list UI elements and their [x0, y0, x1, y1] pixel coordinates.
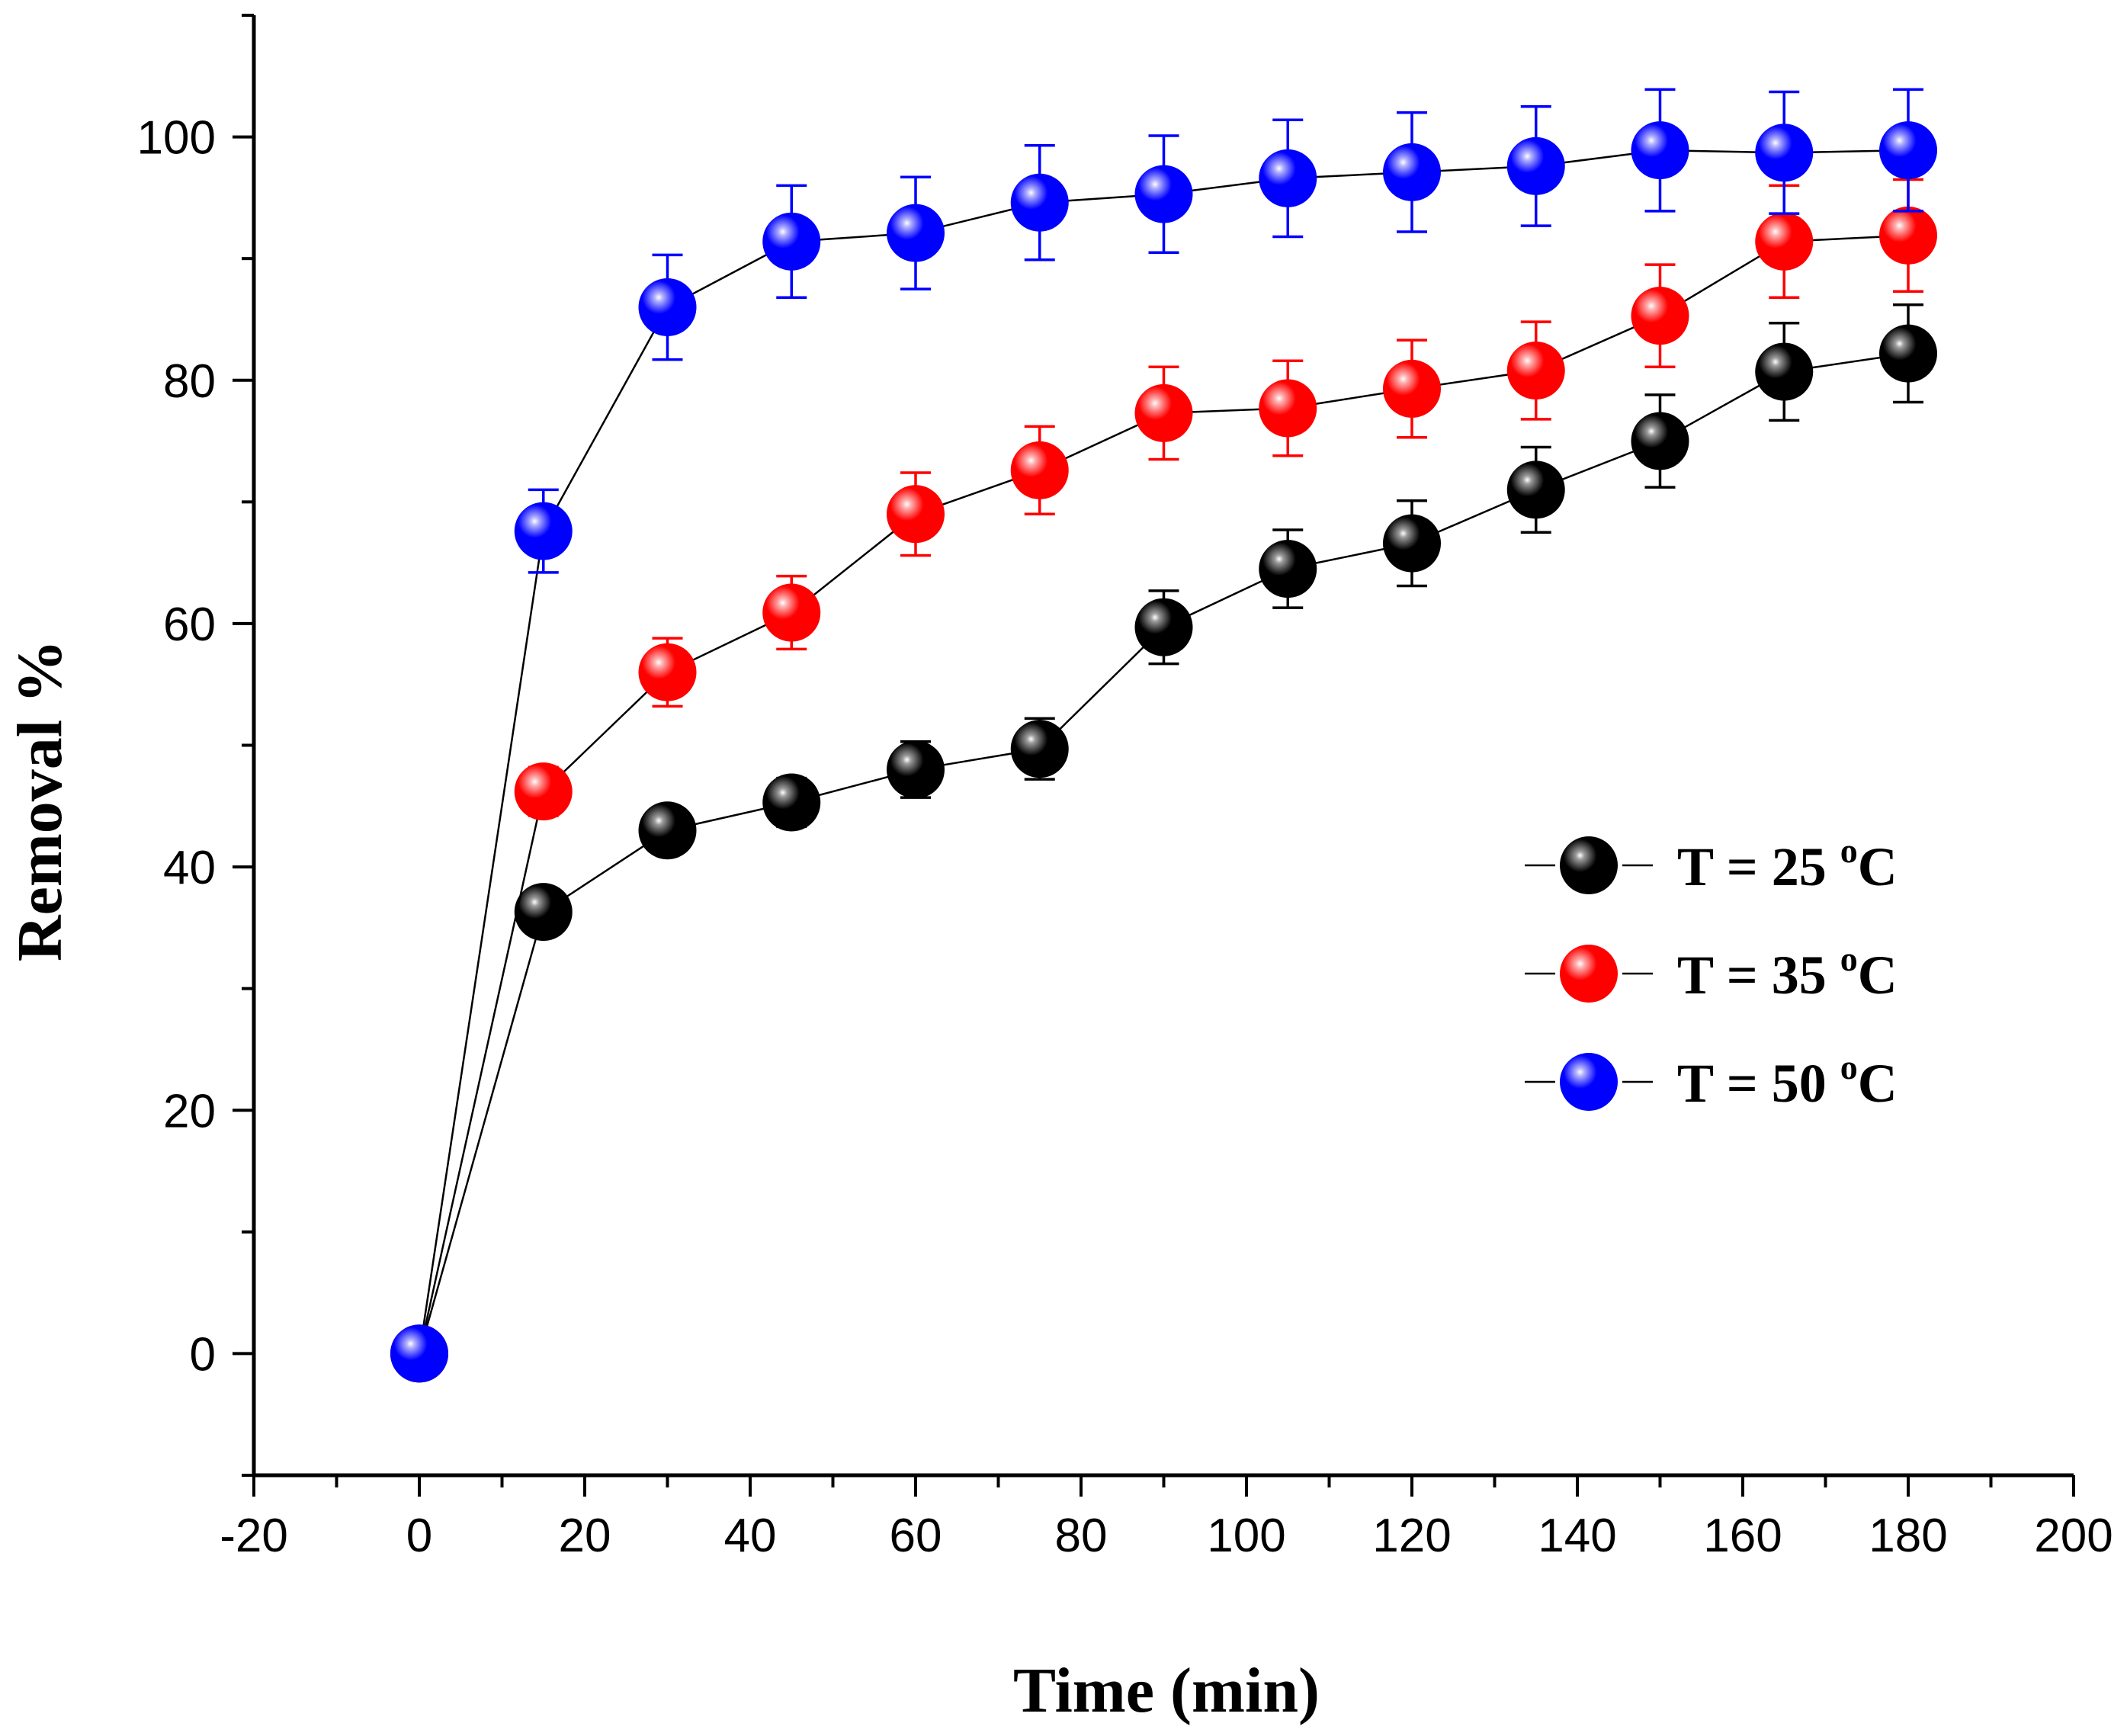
- legend-marker: [1560, 945, 1618, 1003]
- data-point: [1631, 412, 1689, 470]
- data-point: [1506, 460, 1565, 519]
- x-tick-label: 120: [1372, 1510, 1451, 1562]
- y-tick-label: 60: [163, 598, 216, 651]
- legend-label: T = 25 oC: [1677, 831, 1898, 897]
- series-0: [390, 303, 1937, 1383]
- x-tick-label: 180: [1869, 1510, 1947, 1562]
- x-axis-title: Time (min): [1013, 1655, 1320, 1726]
- data-point: [762, 773, 821, 832]
- data-point: [1879, 121, 1937, 180]
- data-point: [1631, 287, 1689, 345]
- data-point: [1134, 598, 1193, 656]
- data-point: [1259, 379, 1317, 438]
- data-point: [1134, 383, 1193, 442]
- data-point: [1755, 124, 1814, 182]
- ticks: -20 0 20 40 60 80 100 120 140 160 180 200 0 20 40 60 80 1…: [137, 14, 2113, 1562]
- legend-label: T = 35 oC: [1677, 939, 1898, 1006]
- x-tick-label: 100: [1207, 1510, 1285, 1562]
- data-point: [1879, 206, 1937, 265]
- data-point: [514, 502, 573, 560]
- data-point: [514, 883, 573, 942]
- series-layer: [390, 88, 1937, 1383]
- data-point: [1010, 720, 1069, 778]
- data-point: [887, 740, 945, 799]
- data-point: [1010, 441, 1069, 499]
- y-axis-title: Removal %: [5, 640, 75, 961]
- series-2: [390, 88, 1937, 1383]
- x-tick-label: 160: [1703, 1510, 1782, 1562]
- data-point: [1631, 121, 1689, 180]
- data-point: [638, 801, 697, 860]
- data-point: [1755, 342, 1814, 401]
- x-tick-label: -20: [220, 1510, 288, 1562]
- legend-marker: [1560, 1053, 1618, 1111]
- x-tick-label: 60: [890, 1510, 942, 1562]
- legend-label: T = 50 oC: [1677, 1048, 1898, 1114]
- x-tick-label: 0: [406, 1510, 432, 1562]
- data-point: [887, 204, 945, 262]
- data-point: [638, 278, 697, 336]
- y-tick-label: 40: [163, 842, 216, 894]
- data-point: [1259, 149, 1317, 207]
- data-point: [887, 485, 945, 544]
- data-point: [1755, 212, 1814, 271]
- legend: T = 25 oC T = 35 oC T = 50 oC: [1525, 831, 1898, 1114]
- x-tick-label: 80: [1055, 1510, 1108, 1562]
- data-point: [762, 212, 821, 271]
- y-tick-label: 80: [163, 355, 216, 408]
- y-tick-label: 100: [137, 112, 216, 165]
- data-point: [762, 583, 821, 642]
- x-tick-label: 140: [1538, 1510, 1616, 1562]
- x-tick-label: 200: [2034, 1510, 2113, 1562]
- y-tick-label: 20: [163, 1085, 216, 1138]
- data-point: [1506, 136, 1565, 195]
- data-point: [1134, 165, 1193, 223]
- data-point: [1506, 341, 1565, 400]
- data-point: [1383, 359, 1441, 418]
- data-point: [390, 1324, 448, 1383]
- x-tick-label: 20: [559, 1510, 611, 1562]
- data-point: [638, 643, 697, 701]
- series-1: [390, 178, 1937, 1383]
- y-tick-label: 0: [190, 1328, 216, 1381]
- series-line: [418, 149, 1909, 1354]
- data-point: [1010, 173, 1069, 232]
- data-point: [1879, 324, 1937, 383]
- data-point: [1383, 514, 1441, 573]
- data-point: [514, 762, 573, 821]
- legend-marker: [1560, 836, 1618, 894]
- data-point: [1259, 540, 1317, 598]
- x-tick-label: 40: [724, 1510, 777, 1562]
- data-point: [1383, 143, 1441, 201]
